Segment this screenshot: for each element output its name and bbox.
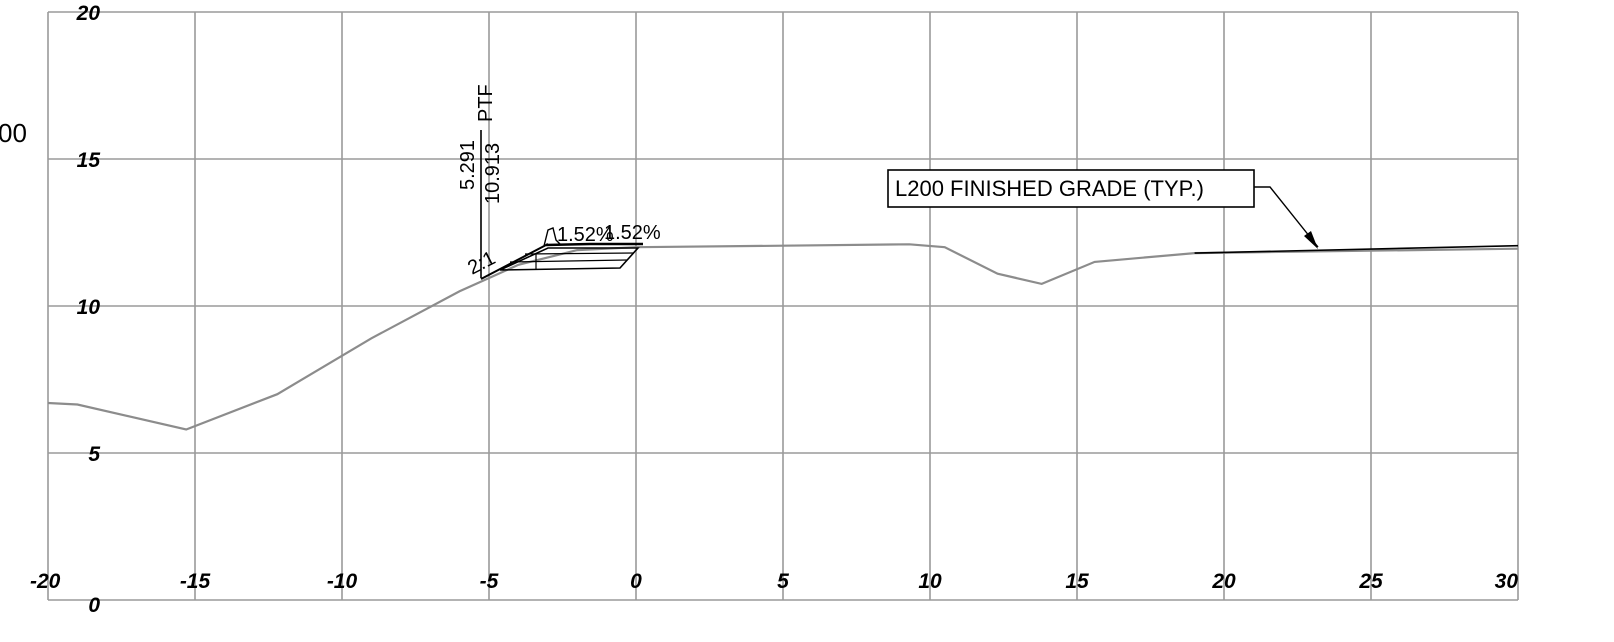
elevation-label: 10.913 — [482, 143, 504, 204]
x-tick-label: 10 — [918, 570, 942, 593]
callout-text: L200 FINISHED GRADE (TYP.) — [895, 176, 1204, 201]
y-tick-label: 5 — [88, 443, 100, 466]
x-tick-label: -20 — [30, 570, 61, 593]
point-code-label: PTF — [475, 84, 497, 122]
slope-ratio-label: 2:1 — [464, 247, 499, 279]
y-tick-label: 0 — [88, 594, 100, 617]
curb-shape — [543, 227, 561, 247]
callout-box — [887, 169, 1255, 208]
x-tick-label: 20 — [1211, 570, 1236, 593]
pavement-top-line — [545, 242, 643, 247]
finished-grade-line — [1194, 244, 1519, 254]
callout-arrowhead — [1304, 231, 1318, 249]
x-tick-label: -10 — [327, 570, 358, 593]
pavement-layer-line — [509, 259, 628, 263]
offset-label: 5.291 — [457, 140, 479, 190]
x-tick-label: 0 — [630, 570, 642, 593]
tick-labels: -20 -15 -10 -5 0 5 10 15 20 25 30 0 5 10 15 20 — [30, 2, 1518, 617]
station-label-partial: 00 — [0, 118, 27, 148]
pavement-structure — [499, 247, 640, 271]
y-tick-label: 15 — [77, 149, 101, 172]
design-section — [480, 130, 643, 280]
grid — [47, 11, 1519, 601]
x-tick-label: 15 — [1065, 570, 1089, 593]
x-tick-label: 5 — [777, 570, 789, 593]
y-tick-label: 20 — [76, 2, 101, 25]
y-tick-label: 10 — [77, 296, 101, 319]
callout-leader — [1254, 186, 1319, 248]
pavement-layer-line — [524, 252, 635, 255]
cross-slope-label-left: 1.52% — [557, 224, 614, 246]
x-tick-label: -15 — [180, 570, 211, 593]
finished-grade-callout: L200 FINISHED GRADE (TYP.) — [887, 169, 1319, 249]
x-tick-label: 25 — [1358, 570, 1383, 593]
x-tick-label: -5 — [480, 570, 499, 593]
cross-slope-label-right: 1.52% — [604, 222, 661, 244]
x-tick-label: 30 — [1495, 570, 1519, 593]
